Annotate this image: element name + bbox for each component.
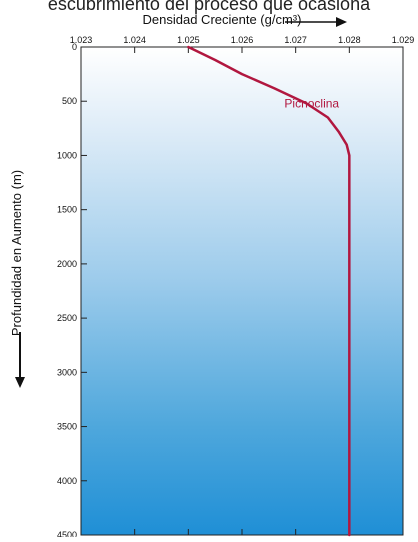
y-tick-label: 2000 [57, 259, 77, 269]
y-tick-label: 3000 [57, 367, 77, 377]
y-tick-label: 2500 [57, 313, 77, 323]
y-axis-label: Profundidad en Aumento (m) [9, 170, 24, 336]
x-tick-label: 1.025 [177, 35, 200, 45]
x-axis-arrow-icon [285, 17, 347, 27]
x-tick-label: 1.029 [392, 35, 415, 45]
density-series-line [187, 45, 351, 537]
y-axis-ticks [81, 46, 87, 536]
annotation-picnoclina: Picnoclina [284, 97, 339, 111]
page-top-text: escubrimiento del proceso que ocasiona [48, 0, 371, 14]
x-axis-label: Densidad Creciente (g/cm³) [143, 12, 302, 27]
y-tick-label: 500 [62, 96, 77, 106]
y-tick-label: 4000 [57, 476, 77, 486]
x-tick-label: 1.027 [284, 35, 307, 45]
x-tick-label: 1.026 [231, 35, 254, 45]
y-tick-label: 1000 [57, 150, 77, 160]
y-axis-arrow-icon [15, 332, 25, 388]
x-tick-label: 1.024 [123, 35, 146, 45]
y-tick-label: 3500 [57, 422, 77, 432]
y-axis-tick-labels: 0 500 1000 1500 2000 2500 3000 3500 4000 4500 [57, 42, 77, 540]
x-tick-label: 1.023 [70, 35, 93, 45]
y-tick-label: 4500 [57, 530, 77, 537]
plot-area [80, 46, 404, 536]
y-tick-label: 0 [72, 42, 77, 52]
x-axis-tick-labels: 1.023 1.024 1.025 1.026 1.027 1.028 1.029 [70, 35, 415, 45]
x-tick-label: 1.028 [338, 35, 361, 45]
y-tick-label: 1500 [57, 205, 77, 215]
